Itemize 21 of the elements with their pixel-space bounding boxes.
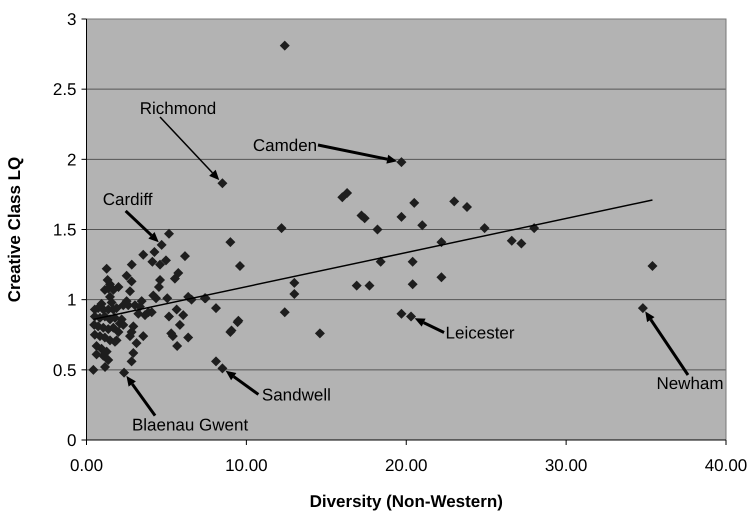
x-tick-label: 0.00	[70, 456, 104, 475]
annotation: Sandwell	[262, 385, 331, 404]
y-tick-label: 3	[67, 10, 76, 29]
x-tick-label: 40.00	[704, 456, 748, 475]
annotation: Camden	[252, 136, 318, 155]
annotation: Leicester	[446, 324, 515, 343]
annotation: Richmond	[140, 99, 216, 118]
y-tick-label: 1	[67, 290, 76, 310]
y-tick-label: 0.5	[52, 360, 76, 380]
x-tick-label: 30.00	[544, 456, 588, 475]
y-tick-label: 1.5	[52, 220, 76, 240]
y-tick-label: 2.5	[52, 80, 76, 100]
y-tick-label: 0	[67, 431, 76, 450]
annotation: Cardiff	[102, 190, 153, 209]
y-axis-title: Creative Class LQ	[5, 156, 24, 302]
y-tick-label: 2	[67, 150, 76, 170]
annotation: Blaenau Gwent	[132, 416, 248, 435]
x-tick-label: 10.00	[225, 456, 268, 475]
annotation: Newham	[656, 374, 724, 393]
x-tick-label: 20.00	[384, 456, 428, 475]
x-axis-title: Diversity (Non-Western)	[310, 492, 503, 511]
